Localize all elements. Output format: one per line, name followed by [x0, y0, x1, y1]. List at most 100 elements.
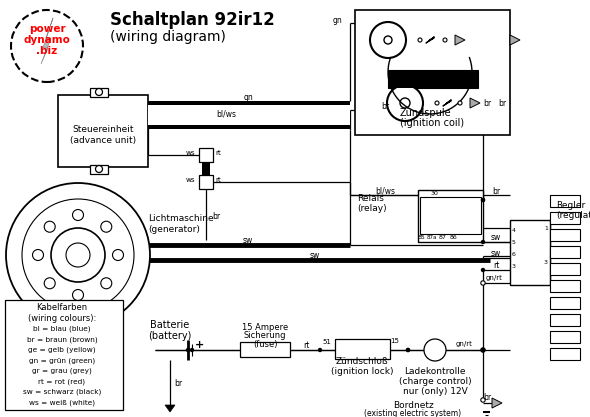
Bar	[388, 70, 478, 88]
Circle shape	[406, 348, 410, 352]
Text: (wiring diagram): (wiring diagram)	[110, 30, 226, 44]
Text: 85: 85	[418, 234, 426, 239]
Text: rt = rot (red): rt = rot (red)	[38, 378, 86, 385]
Text: br: br	[483, 394, 491, 402]
Text: rt: rt	[493, 261, 499, 269]
Text: br: br	[381, 101, 389, 111]
Text: sw: sw	[243, 236, 253, 244]
Text: 15 Ampere: 15 Ampere	[242, 322, 288, 332]
Circle shape	[22, 199, 134, 311]
Bar	[388, 70, 478, 88]
Text: power: power	[29, 24, 65, 34]
Bar	[550, 331, 580, 343]
Bar	[550, 314, 580, 326]
Text: bl/ws: bl/ws	[216, 110, 236, 118]
Text: sw: sw	[491, 233, 501, 241]
Text: Batterie: Batterie	[150, 320, 189, 330]
Circle shape	[11, 10, 83, 82]
Bar	[199, 175, 213, 189]
Circle shape	[443, 38, 447, 42]
Circle shape	[101, 221, 112, 232]
Text: 51: 51	[322, 339, 331, 345]
Polygon shape	[41, 18, 53, 64]
Bar	[550, 195, 580, 207]
Circle shape	[186, 348, 190, 352]
Text: gn = grün (green): gn = grün (green)	[29, 357, 95, 364]
Text: Schaltplan 92ir12: Schaltplan 92ir12	[110, 11, 275, 29]
Circle shape	[370, 22, 406, 58]
Circle shape	[73, 289, 84, 301]
Circle shape	[32, 249, 44, 261]
Text: (existing electric system): (existing electric system)	[365, 409, 461, 417]
Bar	[550, 246, 580, 258]
Bar	[148, 101, 350, 105]
Text: Sicherung: Sicherung	[244, 332, 286, 341]
Text: ws: ws	[185, 150, 195, 156]
Text: Steuereinheit: Steuereinheit	[72, 125, 134, 133]
Text: +: +	[195, 340, 205, 350]
Circle shape	[101, 278, 112, 289]
Text: gn: gn	[332, 15, 342, 25]
Text: Lichtmaschine: Lichtmaschine	[148, 214, 214, 223]
Text: 86: 86	[449, 234, 457, 239]
Text: 3: 3	[512, 264, 516, 269]
Text: 30: 30	[430, 191, 438, 196]
Text: (ignition lock): (ignition lock)	[331, 367, 394, 377]
Circle shape	[458, 101, 462, 105]
Text: 6: 6	[512, 251, 516, 256]
Polygon shape	[455, 35, 465, 45]
Text: nur (only) 12V: nur (only) 12V	[402, 387, 467, 397]
Bar	[148, 125, 350, 129]
Text: Ladekontrolle: Ladekontrolle	[404, 367, 466, 377]
Bar	[5, 300, 123, 410]
Circle shape	[481, 268, 485, 272]
Bar	[418, 190, 483, 242]
Text: (regulator): (regulator)	[556, 211, 590, 219]
Text: Bordnetz: Bordnetz	[392, 400, 434, 409]
Circle shape	[481, 348, 485, 352]
Polygon shape	[510, 35, 520, 45]
Text: 3: 3	[544, 259, 548, 264]
Text: br: br	[174, 379, 182, 387]
Text: rt: rt	[215, 177, 221, 183]
Text: .biz: .biz	[37, 46, 58, 56]
Circle shape	[400, 98, 410, 108]
Text: br: br	[492, 186, 500, 196]
Circle shape	[424, 339, 446, 361]
Polygon shape	[470, 98, 480, 108]
Circle shape	[73, 209, 84, 221]
Text: sw: sw	[491, 249, 501, 258]
Bar	[58, 95, 148, 167]
Circle shape	[6, 183, 150, 327]
Circle shape	[481, 281, 485, 285]
Text: 87: 87	[439, 234, 447, 239]
Circle shape	[51, 228, 105, 282]
Circle shape	[66, 243, 90, 267]
Circle shape	[481, 240, 485, 244]
Text: (generator): (generator)	[148, 224, 200, 234]
Text: (ignition coil): (ignition coil)	[400, 118, 464, 128]
Circle shape	[384, 36, 392, 44]
Text: Relais: Relais	[357, 193, 384, 203]
Text: gn: gn	[244, 93, 254, 101]
Bar	[148, 105, 350, 125]
Text: 5: 5	[512, 239, 516, 244]
Circle shape	[190, 348, 194, 352]
Bar	[550, 280, 580, 292]
Text: Zündschloß: Zündschloß	[336, 357, 388, 367]
Text: rt: rt	[303, 341, 309, 349]
Bar	[355, 10, 510, 135]
Circle shape	[481, 348, 485, 352]
Bar	[550, 229, 580, 241]
Text: ws: ws	[185, 177, 195, 183]
Text: (relay): (relay)	[357, 203, 386, 213]
Bar	[90, 88, 108, 97]
Circle shape	[406, 348, 410, 352]
Text: br: br	[483, 98, 491, 108]
Bar	[510, 220, 550, 285]
Text: Kabelfarben: Kabelfarben	[37, 304, 87, 312]
Text: (fuse): (fuse)	[253, 341, 277, 349]
Circle shape	[318, 348, 322, 352]
Circle shape	[481, 198, 485, 202]
Bar	[199, 148, 213, 162]
